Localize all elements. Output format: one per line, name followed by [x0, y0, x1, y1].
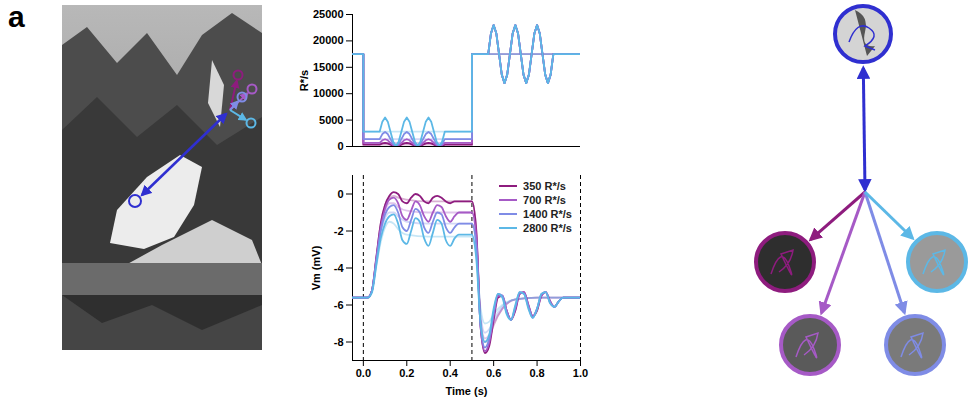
svg-text:0.2: 0.2 — [399, 367, 414, 379]
svg-text:0: 0 — [337, 188, 343, 200]
svg-text:0.4: 0.4 — [443, 367, 459, 379]
svg-text:0: 0 — [337, 140, 343, 152]
svg-text:Time (s): Time (s) — [446, 385, 488, 397]
html-text:700 R*/s: 700 R*/s — [523, 194, 566, 206]
svg-text:0.0: 0.0 — [356, 367, 371, 379]
html-text:a: a — [8, 0, 25, 33]
svg-text:10000: 10000 — [313, 87, 344, 99]
svg-text:-8: -8 — [334, 336, 344, 348]
svg-text:0.8: 0.8 — [529, 367, 544, 379]
svg-text:-2: -2 — [334, 225, 344, 237]
svg-text:-4: -4 — [334, 262, 345, 274]
html-text:350 R*/s: 350 R*/s — [523, 180, 566, 192]
svg-text:-6: -6 — [334, 299, 344, 311]
svg-text:5000: 5000 — [319, 114, 343, 126]
svg-text:15000: 15000 — [313, 61, 344, 73]
svg-text:Vm (mV): Vm (mV) — [310, 245, 322, 290]
svg-text:0.6: 0.6 — [486, 367, 501, 379]
svg-text:1.0: 1.0 — [573, 367, 588, 379]
svg-text:R*/s: R*/s — [298, 70, 310, 91]
svg-text:25000: 25000 — [313, 8, 344, 20]
html-text:2800 R*/s: 2800 R*/s — [523, 222, 572, 234]
svg-text:20000: 20000 — [313, 34, 344, 46]
html-text:1400 R*/s: 1400 R*/s — [523, 208, 572, 220]
